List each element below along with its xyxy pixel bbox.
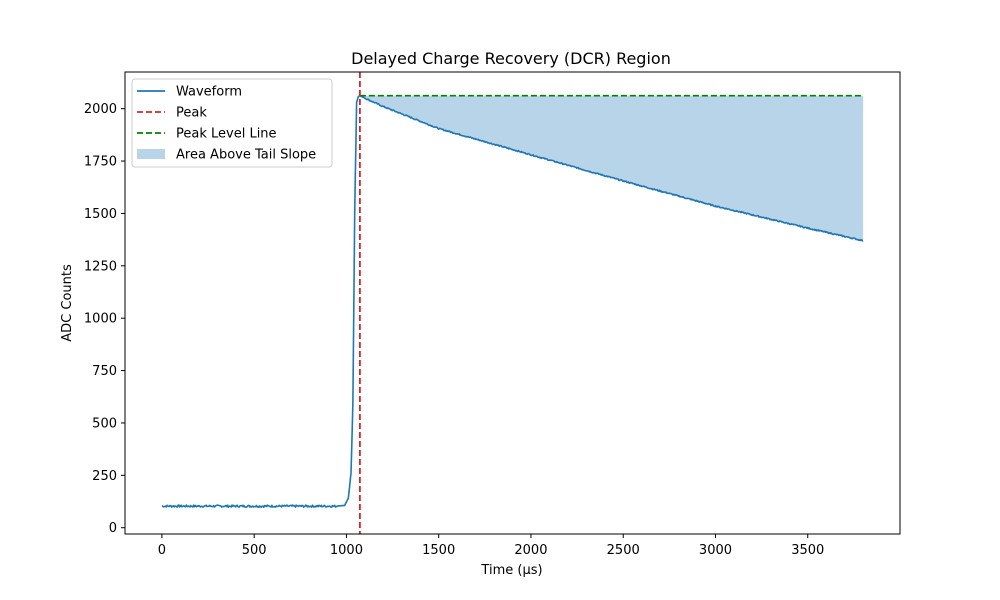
y-tick-label: 1500 xyxy=(84,207,117,222)
x-tick-label: 3000 xyxy=(699,543,732,558)
x-tick-label: 1000 xyxy=(330,543,363,558)
y-axis-label: ADC Counts xyxy=(60,264,75,342)
x-tick-label: 0 xyxy=(158,543,166,558)
legend-area-label: Area Above Tail Slope xyxy=(176,148,316,163)
legend-peak-level-label: Peak Level Line xyxy=(176,127,277,142)
area-above-tail-slope xyxy=(359,95,864,241)
waveform-line xyxy=(161,94,864,508)
legend-box xyxy=(131,78,333,168)
y-tick-label: 0 xyxy=(109,521,117,536)
plot-area xyxy=(161,72,864,534)
axis-ticks: 0 500 1000 1500 2000 2500 3000 3500 0 250 500 750 10… xyxy=(84,102,824,558)
legend: Waveform Peak Peak Level Line Area Above Ta… xyxy=(131,78,333,168)
x-tick-label: 1500 xyxy=(422,543,455,558)
x-tick-label: 500 xyxy=(242,543,267,558)
legend-waveform-label: Waveform xyxy=(176,85,242,100)
y-tick-label: 250 xyxy=(92,469,117,484)
x-axis-label: Time (µs) xyxy=(480,563,542,578)
plot-frame xyxy=(124,71,901,535)
chart-title: Delayed Charge Recovery (DCR) Region xyxy=(351,49,671,68)
y-tick-label: 1750 xyxy=(84,155,117,170)
y-tick-label: 1250 xyxy=(84,259,117,274)
x-tick-label: 3500 xyxy=(791,543,824,558)
y-tick-label: 750 xyxy=(92,364,117,379)
x-tick-label: 2500 xyxy=(607,543,640,558)
y-tick-label: 1000 xyxy=(84,312,117,327)
y-tick-label: 2000 xyxy=(84,102,117,117)
legend-area-swatch xyxy=(137,149,165,159)
y-tick-label: 500 xyxy=(92,416,117,431)
legend-peak-label: Peak xyxy=(176,106,207,121)
x-tick-label: 2000 xyxy=(514,543,547,558)
